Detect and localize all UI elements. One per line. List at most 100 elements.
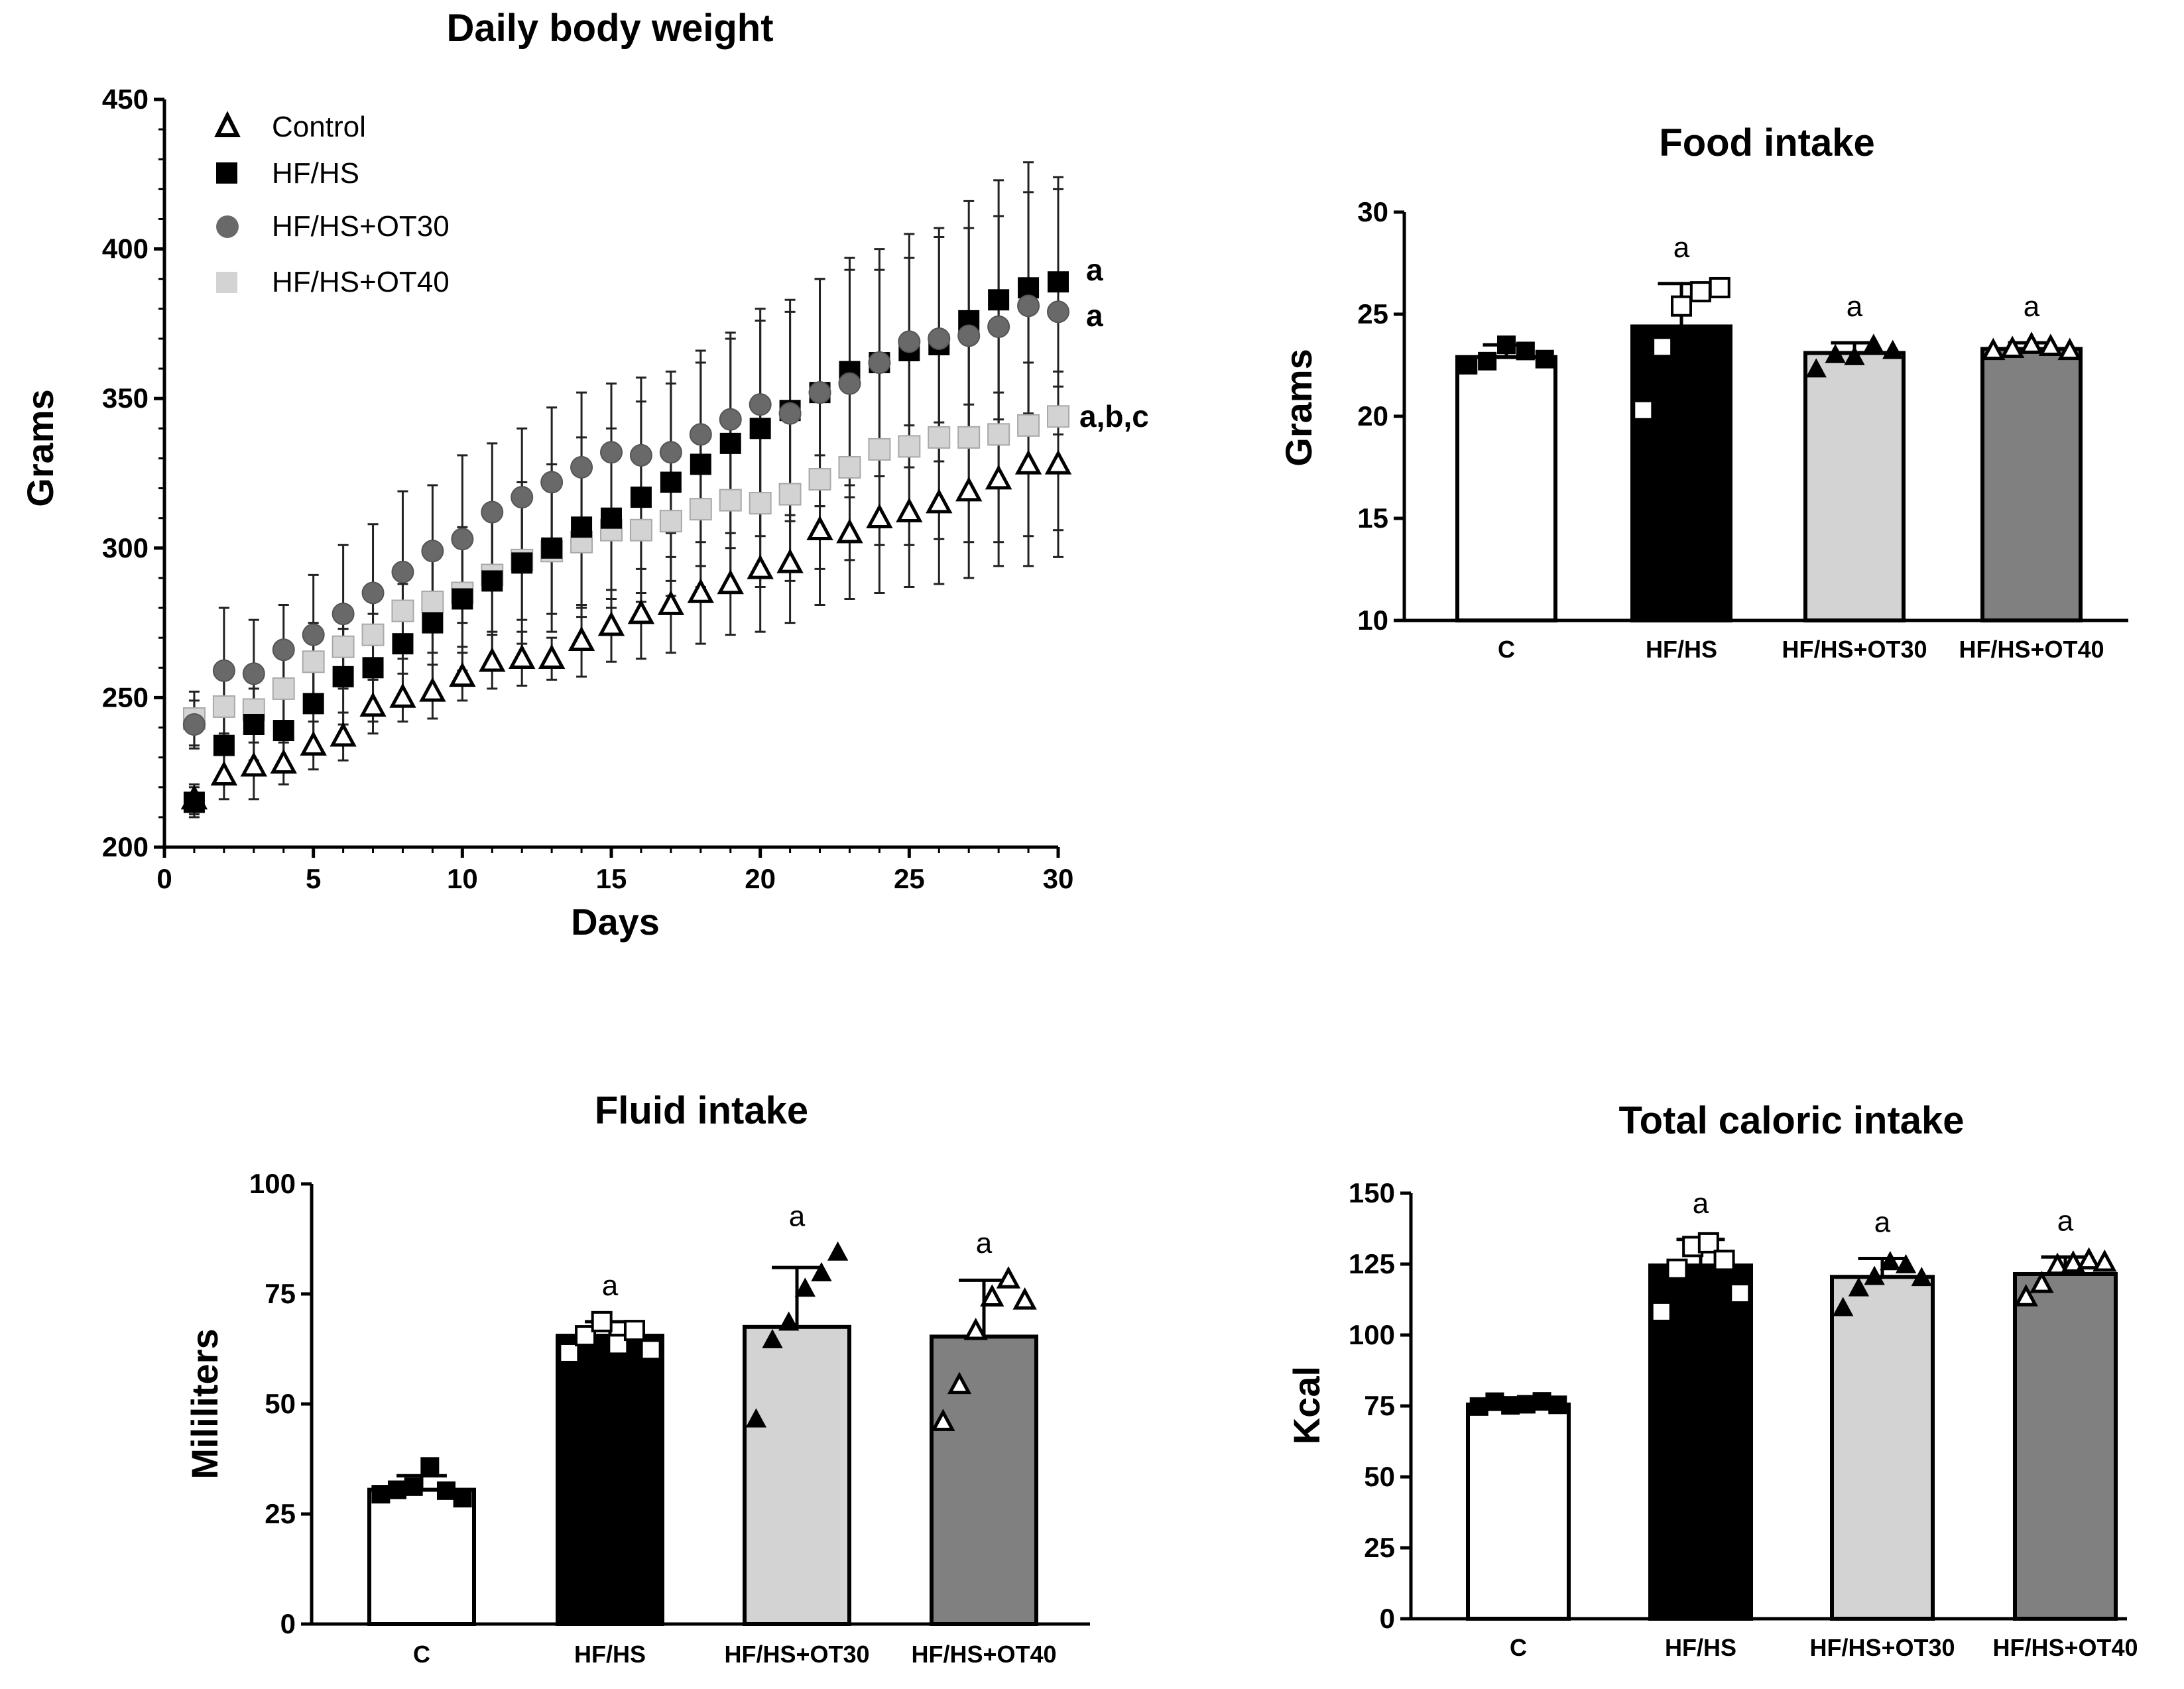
data-point	[1729, 1283, 1751, 1305]
data-point	[242, 662, 265, 685]
data-point	[987, 315, 1010, 338]
data-point	[212, 695, 235, 718]
data-point	[1047, 300, 1069, 323]
y-tick-label: 0	[1380, 1603, 1395, 1634]
significance-annotation: a	[2057, 1204, 2074, 1237]
series-annotation-hfhs: a	[1086, 253, 1103, 287]
data-point	[1497, 335, 1516, 355]
data-point	[213, 734, 235, 756]
data-point	[511, 486, 534, 509]
data-point	[422, 612, 444, 634]
data-point	[388, 1480, 407, 1499]
data-point	[391, 599, 414, 622]
data-point	[957, 426, 981, 449]
data-point	[957, 324, 981, 347]
data-point	[183, 791, 205, 813]
y-tick-label: 400	[102, 233, 149, 264]
data-point	[1017, 414, 1040, 437]
data-point	[1478, 351, 1497, 371]
y-tick-label: 25	[265, 1498, 296, 1529]
data-point	[452, 588, 473, 610]
data-point	[1981, 337, 2006, 361]
data-point	[1501, 1396, 1520, 1415]
chart-title: Daily body weight	[446, 7, 773, 50]
legend-label: Control	[272, 111, 366, 143]
y-tick-label: 250	[102, 681, 149, 713]
data-point	[838, 372, 861, 395]
category-label: HF/HS+OT30	[724, 1641, 869, 1668]
x-tick-label: 25	[894, 863, 925, 894]
data-point	[1895, 1253, 1917, 1273]
caloric-intake-chart: Total caloric intake Kcal 0 25 50 75 100 125 1…	[1286, 1099, 2138, 1661]
data-point	[898, 435, 921, 458]
data-point	[359, 691, 387, 717]
data-point	[391, 560, 414, 583]
data-point	[538, 644, 566, 670]
y-tick-label: 0	[280, 1608, 296, 1639]
data-point	[926, 489, 953, 514]
data-point	[272, 638, 295, 662]
data-point	[479, 647, 506, 672]
data-point	[1666, 1258, 1688, 1280]
data-point	[985, 464, 1012, 490]
significance-annotation: a	[1693, 1187, 1709, 1220]
data-point	[778, 1311, 800, 1331]
data-point	[1863, 333, 1884, 353]
data-point	[2061, 1250, 2086, 1273]
chart-title: Fluid intake	[595, 1089, 808, 1132]
data-point	[1548, 1395, 1567, 1415]
data-point	[811, 1261, 832, 1281]
y-tick-label: 450	[102, 84, 149, 115]
data-point	[660, 471, 682, 493]
data-point	[719, 408, 742, 431]
y-tick-label: 100	[1349, 1319, 1395, 1350]
data-point	[963, 1317, 988, 1340]
data-point	[362, 657, 384, 679]
data-point	[980, 1284, 1004, 1307]
data-point	[689, 498, 712, 521]
data-point	[404, 1477, 423, 1496]
y-tick-label: 50	[1364, 1461, 1395, 1492]
y-tick-label: 15	[1357, 502, 1388, 534]
y-tick-label: 10	[1357, 605, 1388, 636]
data-point	[749, 393, 772, 416]
data-point	[361, 581, 385, 605]
data-point	[1535, 349, 1554, 369]
data-point	[1014, 449, 1042, 475]
data-point	[601, 507, 622, 529]
data-point	[1485, 1392, 1504, 1411]
circle-filled-icon	[216, 215, 239, 238]
y-tick-label: 75	[265, 1278, 296, 1309]
data-point	[419, 677, 446, 702]
significance-annotation: a	[1847, 290, 1863, 323]
data-point	[511, 552, 533, 574]
data-point	[302, 693, 324, 715]
category-label: HF/HS	[574, 1641, 646, 1668]
data-point	[182, 713, 206, 736]
significance-annotations: a a a,b,c	[1079, 253, 1149, 434]
chart-title: Total caloric intake	[1618, 1099, 1964, 1142]
data-point	[988, 289, 1010, 311]
data-point	[540, 471, 564, 494]
data-point	[838, 455, 861, 479]
data-point	[1911, 1267, 1932, 1287]
data-point	[1650, 1301, 1672, 1322]
data-point	[1671, 295, 1692, 317]
data-point	[1833, 1297, 1854, 1316]
data-point	[1652, 336, 1673, 358]
data-point	[898, 330, 921, 353]
data-point	[392, 633, 414, 655]
data-point	[273, 720, 294, 742]
data-point	[931, 1409, 955, 1431]
data-point	[1844, 345, 1865, 365]
bar	[1803, 351, 1906, 623]
data-point	[1516, 341, 1535, 361]
data-point	[955, 477, 983, 502]
bar	[1466, 1402, 1571, 1621]
data-point	[270, 748, 297, 774]
data-point	[332, 666, 354, 687]
data-point	[210, 760, 238, 786]
bar	[2013, 1271, 2118, 1621]
data-point	[212, 659, 235, 682]
